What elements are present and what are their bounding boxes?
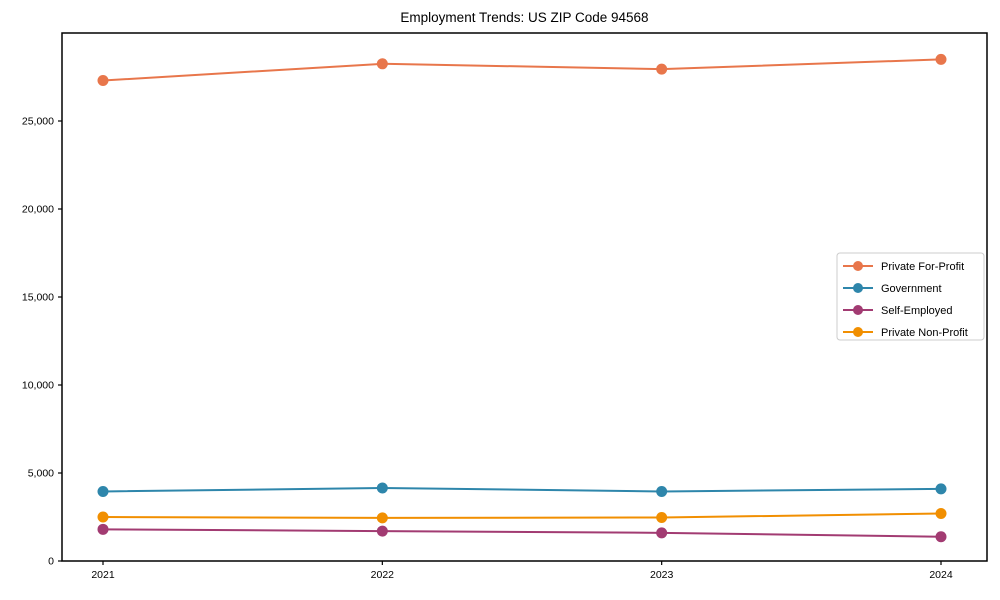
y-tick-label: 5,000 (28, 468, 54, 480)
data-point-marker (656, 485, 668, 497)
y-tick-label: 10,000 (22, 380, 54, 392)
data-point-marker (97, 511, 109, 523)
data-point-marker (376, 58, 388, 70)
data-point-marker (935, 483, 947, 495)
series-line (102, 528, 942, 538)
y-tick-label: 20,000 (22, 204, 54, 216)
series-line (102, 512, 942, 519)
legend-marker (853, 261, 863, 271)
x-tick-label: 2021 (91, 569, 115, 581)
series-line (102, 58, 942, 82)
legend-box (836, 252, 985, 341)
legend-marker (853, 283, 863, 293)
legend-label: Government (881, 283, 942, 295)
y-tick-label: 25,000 (22, 116, 54, 128)
data-point-marker (376, 482, 388, 494)
y-tick-label: 0 (48, 556, 54, 568)
x-tick-label: 2022 (371, 569, 395, 581)
x-tick-label: 2023 (650, 569, 674, 581)
data-point-marker (97, 75, 109, 87)
data-point-marker (935, 531, 947, 543)
legend-label: Private Non-Profit (881, 327, 968, 339)
legend-marker (853, 305, 863, 315)
legend-marker (853, 327, 863, 337)
data-point-marker (97, 523, 109, 535)
legend-label: Private For-Profit (881, 261, 964, 273)
data-point-marker (656, 63, 668, 75)
data-point-marker (97, 485, 109, 497)
chart-title: Employment Trends: US ZIP Code 94568 (400, 10, 649, 25)
data-point-marker (376, 525, 388, 537)
data-point-marker (935, 507, 947, 519)
series-line (102, 486, 942, 493)
data-point-marker (656, 527, 668, 539)
data-point-marker (376, 512, 388, 524)
x-tick-label: 2024 (929, 569, 953, 581)
y-tick-label: 15,000 (22, 292, 54, 304)
data-point-marker (935, 53, 947, 65)
data-point-marker (656, 512, 668, 524)
legend-label: Self-Employed (881, 305, 953, 317)
